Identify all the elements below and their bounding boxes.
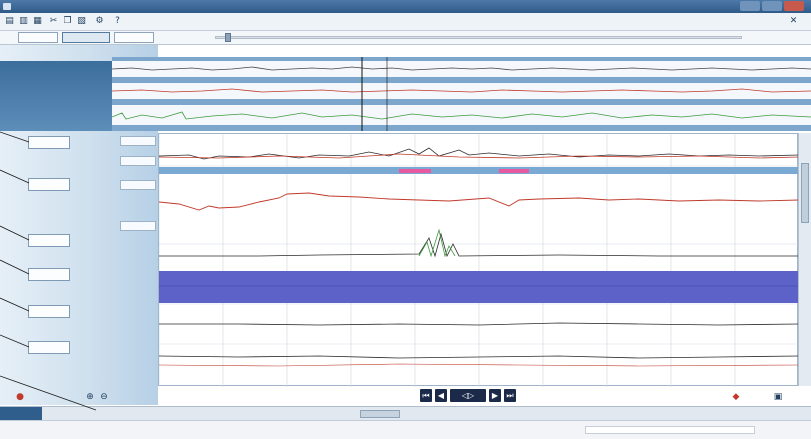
vertical-scroll-thumb[interactable] (801, 163, 809, 223)
cut-icon[interactable]: ✂ (49, 16, 58, 26)
status-bar (0, 420, 811, 439)
event-marker (399, 169, 431, 173)
overview-traces (112, 57, 811, 131)
minimize-button[interactable] (740, 1, 760, 11)
tab-2[interactable] (62, 32, 110, 43)
trace-channel-3-green (418, 228, 456, 258)
channel-button[interactable] (28, 178, 70, 191)
copy-icon[interactable]: ❐ (63, 16, 72, 26)
skip-end-icon[interactable]: ⏭ (504, 389, 516, 402)
settings-icon[interactable]: ⚙ (95, 16, 104, 26)
scale-label (120, 156, 156, 166)
save-icon[interactable]: ▥ (19, 16, 28, 26)
horizontal-scrollbar[interactable] (0, 406, 811, 420)
zoom-in-icon[interactable]: ⊕ (86, 392, 94, 402)
title-bar (0, 0, 811, 13)
channel-button[interactable] (28, 136, 70, 149)
open-icon[interactable]: ▤ (5, 16, 14, 26)
scale-label (120, 136, 156, 146)
export-icon[interactable]: ▣ (773, 392, 783, 402)
time-slider-track[interactable] (215, 36, 742, 39)
overview-trace-2 (112, 88, 811, 93)
channel-button[interactable] (28, 305, 70, 318)
trace-channel-1-red (159, 153, 799, 159)
marker-icon[interactable]: ◆ (732, 392, 740, 402)
overview-trace-3 (112, 111, 811, 120)
trace-channel-1 (159, 147, 799, 160)
tab-row (0, 31, 811, 45)
app-icon (3, 3, 11, 10)
time-slider-knob[interactable] (225, 33, 231, 42)
overview-label-area (0, 61, 112, 131)
print-icon[interactable]: ▦ (33, 16, 42, 26)
tab-3[interactable] (114, 32, 154, 43)
play-icon[interactable]: ◁▷ (450, 389, 486, 402)
help-icon[interactable]: ? (115, 16, 120, 26)
close-button[interactable] (784, 1, 804, 11)
event-marker (499, 169, 529, 173)
channel-button[interactable] (28, 268, 70, 281)
trace-channel-4 (159, 322, 799, 326)
trace-channel-6 (159, 363, 799, 367)
maximize-button[interactable] (762, 1, 782, 11)
channel-separator (159, 167, 799, 174)
trace-channel-2 (159, 192, 799, 211)
overview-strip[interactable] (112, 57, 811, 131)
playback-controls: ⏮ ◀ ◁▷ ▶ ⏭ (420, 389, 530, 405)
scroll-segment-label (0, 407, 42, 420)
scale-label (120, 221, 156, 231)
channel-button[interactable] (28, 234, 70, 247)
plot-grid (159, 134, 799, 387)
horizontal-scroll-thumb[interactable] (360, 410, 400, 418)
main-plot[interactable] (158, 133, 799, 387)
scale-label (120, 180, 156, 190)
status-progress (585, 426, 755, 434)
overview-trace-1 (112, 66, 811, 71)
overview-labels (14, 61, 114, 127)
main-plot-svg (159, 134, 799, 387)
activity-band (159, 271, 799, 303)
skip-start-icon[interactable]: ⏮ (420, 389, 432, 402)
pin-icon[interactable]: ✕ (789, 16, 798, 26)
step-forward-icon[interactable]: ▶ (489, 389, 501, 402)
toolbar: ▤ ▥ ▦ ✂ ❐ ▧ ⚙ ? ✕ (0, 13, 811, 31)
paste-icon[interactable]: ▧ (77, 16, 86, 26)
trace-channel-3 (159, 232, 799, 258)
tab-1[interactable] (18, 32, 58, 43)
time-axis (158, 378, 798, 387)
zoom-out-icon[interactable]: ⊖ (100, 392, 108, 402)
step-back-icon[interactable]: ◀ (435, 389, 447, 402)
channel-button[interactable] (28, 341, 70, 354)
trace-channel-5 (159, 355, 799, 359)
vertical-scrollbar[interactable] (798, 133, 811, 386)
record-icon[interactable]: ● (16, 392, 24, 402)
